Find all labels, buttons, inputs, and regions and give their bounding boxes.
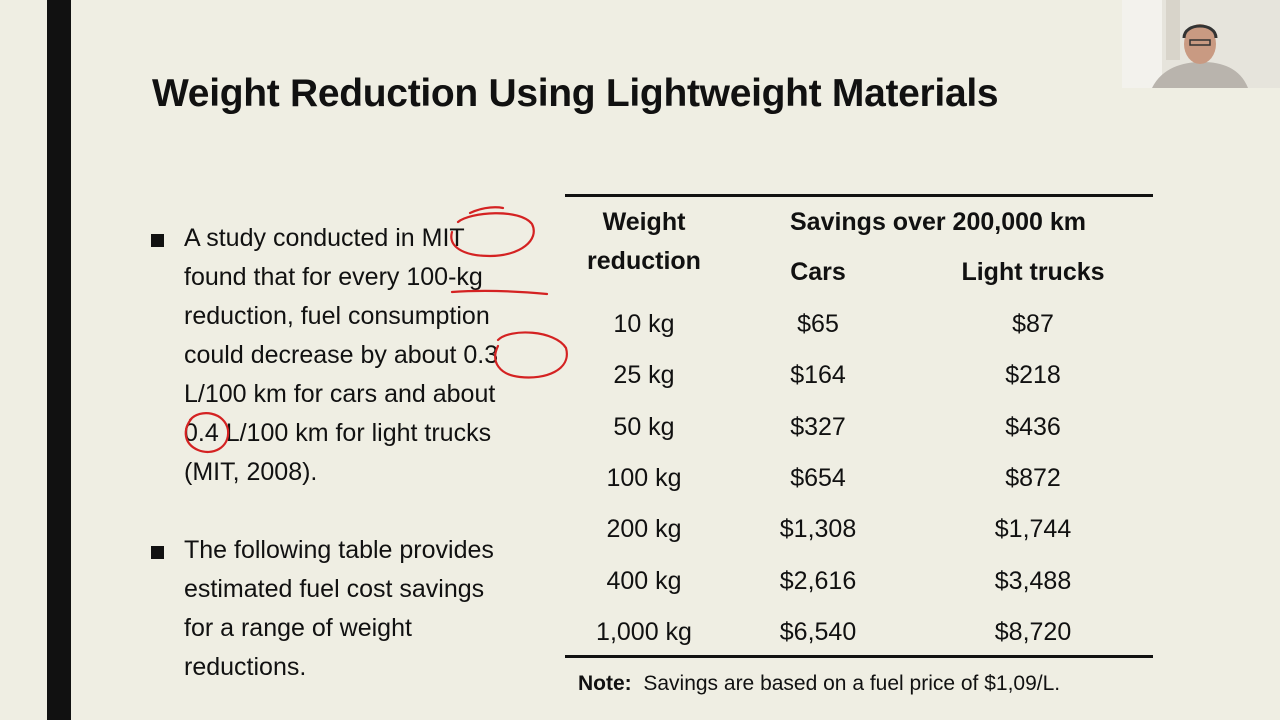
table-bottom-rule: [565, 655, 1153, 658]
circle-mark: [450, 206, 535, 258]
table-cell: 200 kg: [606, 515, 682, 544]
table-cell: 25 kg: [613, 361, 675, 390]
bullet-line: reduction, fuel consumption: [184, 302, 490, 330]
table-cell: $2,616: [779, 566, 857, 595]
side-bar: [47, 0, 71, 720]
bullet-line: could decrease by about 0.3: [184, 341, 499, 369]
table-cell: $3,488: [994, 566, 1072, 595]
bullet-line: 0.4 L/100 km for light trucks: [184, 419, 492, 447]
table-cell: $436: [1005, 412, 1061, 441]
bullet-line: reductions.: [184, 653, 307, 681]
table-cell: 400 kg: [606, 566, 682, 595]
header-cell: Savings over 200,000 km: [789, 208, 1087, 236]
table-cell: 50 kg: [613, 412, 675, 441]
bullet-marker: [151, 234, 164, 247]
header-cell: Light trucks: [961, 258, 1105, 286]
bullet-line: (MIT, 2008).: [184, 458, 318, 486]
table-cell: 1,000 kg: [596, 617, 692, 646]
bullet-line: found that for every 100-kg: [184, 263, 483, 291]
table-cell: 100 kg: [606, 463, 682, 492]
table-note: Note: Savings are based on a fuel price …: [578, 672, 1060, 696]
bullet-line: for a range of weight: [184, 614, 412, 642]
note-label: Note:: [578, 672, 632, 695]
table-cell: 10 kg: [613, 310, 675, 338]
table-cell: $87: [1012, 310, 1054, 338]
slide-title: Weight Reduction Using Lightweight Mater…: [152, 72, 999, 115]
circle-mark: [184, 412, 230, 454]
table-cell: $654: [790, 463, 846, 492]
table-cell: $8,720: [994, 617, 1072, 646]
bullet-line: estimated fuel cost savings: [184, 575, 485, 603]
table-cell: $6,540: [779, 617, 857, 646]
header-cell: Cars: [790, 258, 846, 286]
table-cell: $872: [1005, 463, 1061, 492]
table-cell: $1,744: [994, 515, 1072, 544]
bullet-line: The following table provides: [184, 536, 494, 564]
underline-mark: [450, 289, 549, 296]
table-cell: $218: [1005, 361, 1061, 390]
table-cell: $1,308: [779, 515, 857, 544]
header-cell: Weight: [602, 208, 686, 236]
bullet-marker: [151, 546, 164, 559]
table-cell: $327: [790, 412, 846, 441]
table-top-rule: [565, 194, 1153, 197]
bullet-line: A study conducted in MIT: [184, 224, 465, 252]
note-text: Savings are based on a fuel price of $1,…: [643, 672, 1061, 695]
webcam-thumbnail: [1122, 0, 1280, 88]
circle-mark: [494, 331, 568, 379]
header-cell: reduction: [587, 247, 701, 275]
table-cell: $164: [790, 361, 846, 390]
table-cell: $65: [797, 310, 839, 338]
bullet-line: L/100 km for cars and about: [184, 380, 496, 408]
